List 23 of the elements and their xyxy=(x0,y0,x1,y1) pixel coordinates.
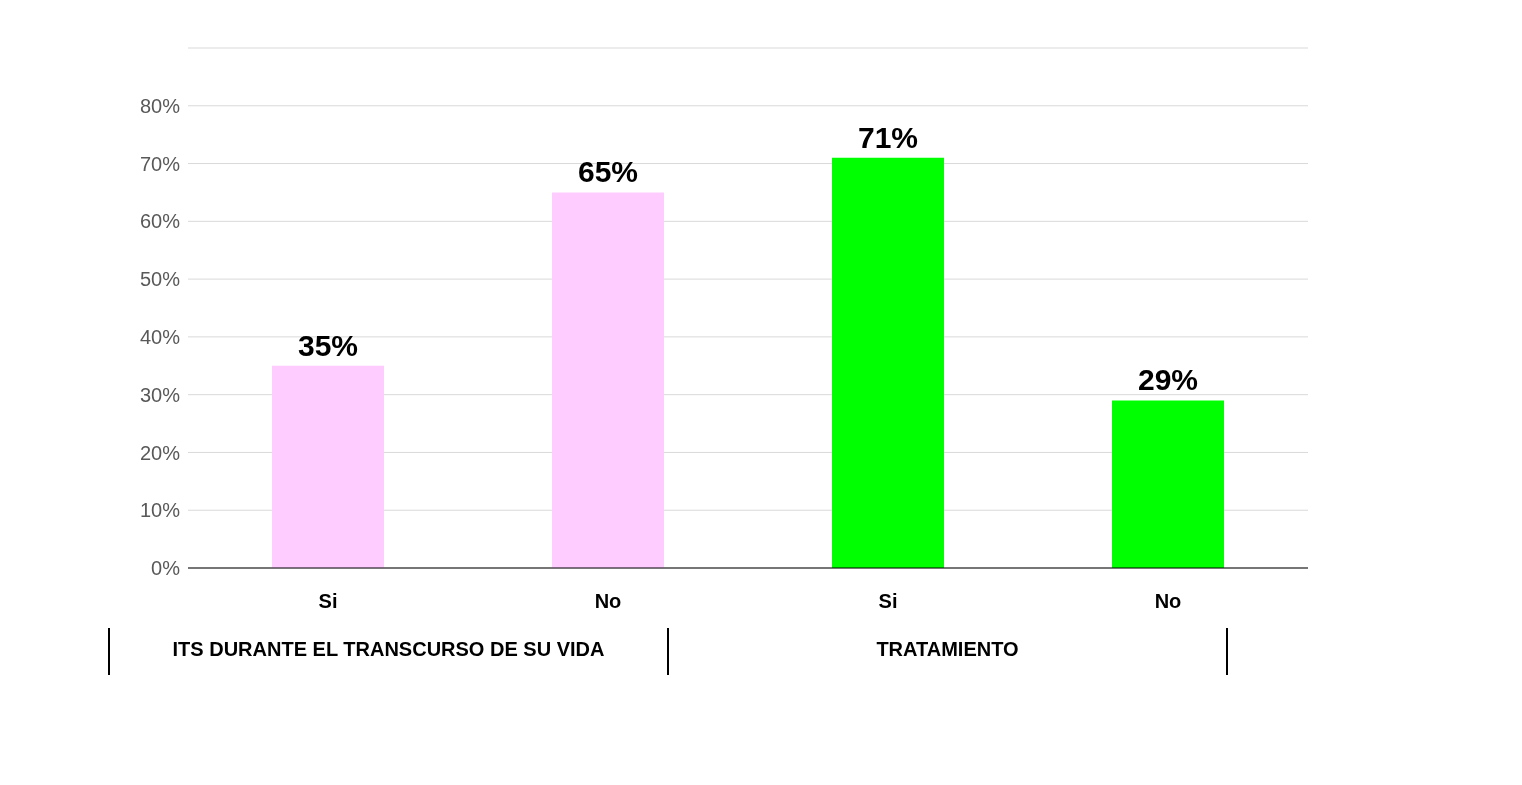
y-tick-label: 50% xyxy=(139,268,181,291)
bar xyxy=(552,192,664,568)
y-tick-label: 70% xyxy=(139,152,181,175)
y-tick-label: 0% xyxy=(151,557,181,580)
x-tick-label: Si xyxy=(318,590,338,613)
y-tick-label: 60% xyxy=(139,210,181,233)
data-label: 29% xyxy=(1137,363,1199,397)
text: TRATAMIENTO xyxy=(667,628,1228,675)
x-tick-label: Si xyxy=(878,590,898,613)
bar xyxy=(272,365,384,568)
data-label: 65% xyxy=(577,155,639,189)
data-label: 71% xyxy=(857,120,919,154)
y-tick-label: 80% xyxy=(139,94,181,117)
bar xyxy=(832,157,944,568)
x-tick-label: No xyxy=(1154,590,1182,613)
bar xyxy=(1112,400,1224,568)
x-tick-label: No xyxy=(594,590,622,613)
y-tick-label: 40% xyxy=(139,325,181,348)
text: ITS DURANTE EL TRANSCURSO DE SU VIDA xyxy=(108,628,667,675)
data-label: 35% xyxy=(297,328,359,362)
y-tick-label: 30% xyxy=(139,383,181,406)
y-tick-label: 10% xyxy=(139,499,181,522)
y-tick-label: 20% xyxy=(139,441,181,464)
